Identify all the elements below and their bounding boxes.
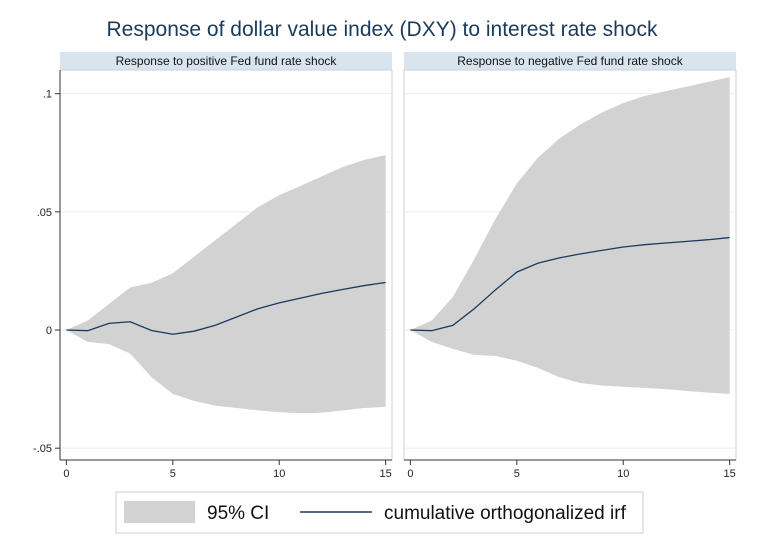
chart-title: Response of dollar value index (DXY) to … <box>106 18 658 41</box>
legend-ci-swatch <box>124 501 195 523</box>
x-tick-label: 10 <box>617 468 629 480</box>
y-tick-label: 0 <box>46 325 52 337</box>
legend-irf-label: cumulative orthogonalized irf <box>384 503 627 524</box>
legend-box <box>115 491 644 534</box>
x-tick-label: 15 <box>379 468 391 480</box>
x-tick-label: 10 <box>273 468 285 480</box>
x-tick-label: 5 <box>514 468 520 480</box>
x-tick-label: 0 <box>63 468 69 480</box>
irf-line <box>410 236 730 332</box>
x-tick-label: 0 <box>407 468 413 480</box>
panel-strip-title: Response to negative Fed fund rate shock <box>457 54 683 68</box>
x-tick-label: 5 <box>170 468 176 480</box>
panel-strip-bg <box>60 52 392 70</box>
x-tick-label: 15 <box>723 468 735 480</box>
legend-ci-label: 95% CI <box>207 503 269 524</box>
panel-strip-title: Response to positive Fed fund rate shock <box>116 54 338 68</box>
ci-band <box>410 77 730 394</box>
ci-band <box>66 155 386 414</box>
y-tick-label: .05 <box>37 207 52 219</box>
irf-line <box>66 281 386 335</box>
panel-strip-bg <box>404 52 736 70</box>
y-tick-label: -.05 <box>33 443 52 455</box>
y-tick-label: .1 <box>43 89 52 101</box>
